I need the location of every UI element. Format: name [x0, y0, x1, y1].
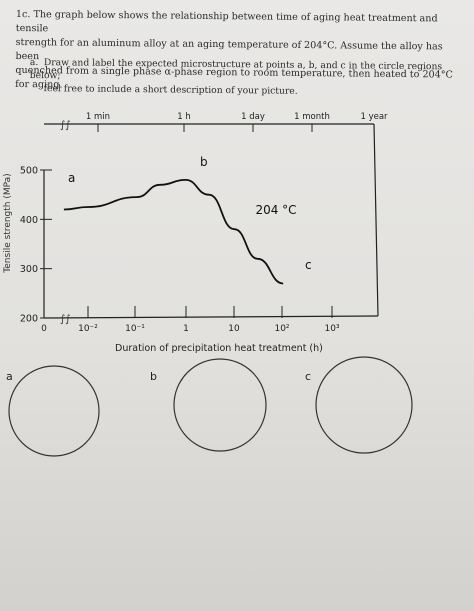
- temperature-annotation: 204 °C: [255, 203, 296, 217]
- bottom-tick-label: 0: [41, 324, 47, 334]
- y-axis-label: Tensile strength (MPa): [3, 173, 13, 273]
- bottom-axis-break: ∫∫: [60, 314, 70, 325]
- bottom-tick-label: 10²: [274, 324, 289, 334]
- top-tick-label: 1 year: [360, 112, 388, 122]
- bottom-tick-label: 1: [183, 324, 189, 334]
- top-tick-label: 1 h: [177, 112, 191, 122]
- top-tick-label: 1 month: [294, 112, 330, 122]
- point-label-b: b: [200, 155, 208, 169]
- bottom-tick-label: 10⁻²: [78, 324, 98, 334]
- y-tick-label: 200: [20, 314, 38, 325]
- x-axis-label: Duration of precipitation heat treatment…: [115, 343, 323, 354]
- circle-label-b: b: [150, 370, 157, 383]
- right-axis: [373, 123, 379, 317]
- microstructure-circle-c[interactable]: [315, 356, 413, 454]
- bottom-axis: [43, 315, 379, 319]
- bottom-tick-label: 10⁻¹: [125, 324, 145, 334]
- top-tick-label: 1 day: [241, 112, 265, 122]
- point-label-a: a: [68, 171, 75, 185]
- y-tick-label: 400: [20, 215, 38, 226]
- top-axis-break: ∫∫: [60, 120, 70, 131]
- point-label-c: c: [305, 258, 312, 272]
- strength-curve: [63, 178, 284, 285]
- circle-label-a: a: [6, 370, 13, 383]
- strength-vs-time-chart: ∫∫ ∫∫ 0 10⁻² 10⁻¹ 1 10 10² 10³ 1 min 1 h 1 day 1 m…: [20, 112, 388, 334]
- y-tick-label: 500: [20, 166, 38, 177]
- circle-label-c: c: [305, 370, 312, 383]
- bottom-tick-label: 10: [228, 324, 240, 334]
- top-tick-label: 1 min: [86, 112, 110, 122]
- bottom-tick-label: 10³: [324, 324, 339, 334]
- y-tick-label: 300: [20, 264, 38, 275]
- microstructure-circle-a[interactable]: [8, 365, 100, 457]
- microstructure-circle-b[interactable]: [173, 358, 267, 452]
